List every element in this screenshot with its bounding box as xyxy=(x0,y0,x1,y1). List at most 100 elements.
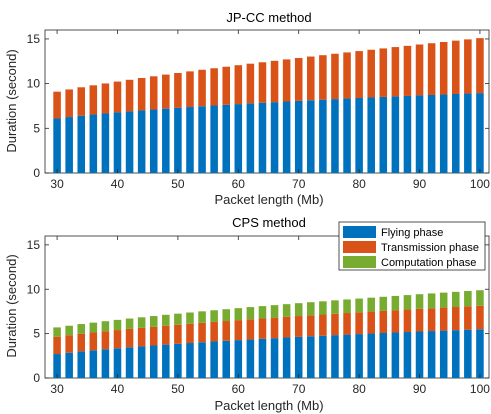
bar-flying-phase xyxy=(101,113,110,173)
bar-computation-phase xyxy=(439,292,448,308)
bar-computation-phase xyxy=(162,314,170,326)
legend-swatch-flying xyxy=(343,226,376,238)
bar-transmission-phase xyxy=(53,336,61,355)
bar-transmission-phase xyxy=(149,326,158,346)
bar-computation-phase xyxy=(246,307,255,320)
bar-flying-phase xyxy=(246,339,255,378)
bar-transmission-phase xyxy=(234,320,243,341)
bar-flying-phase xyxy=(246,103,255,173)
bar-flying-phase xyxy=(355,334,363,378)
bar-transmission-phase xyxy=(294,316,303,337)
y-tick-label: 5 xyxy=(33,327,40,341)
legend-label-transmission: Transmission phase xyxy=(381,242,479,254)
bar-flying-phase xyxy=(186,343,194,378)
bar-flying-phase xyxy=(379,333,388,378)
bar-transmission-phase xyxy=(319,55,327,100)
x-tick-label: 80 xyxy=(352,177,366,191)
bar-transmission-phase xyxy=(307,315,315,337)
bar-flying-phase xyxy=(89,350,98,378)
bar-transmission-phase xyxy=(464,39,472,94)
bar-transmission-phase xyxy=(89,332,98,351)
bar-transmission-phase xyxy=(379,310,388,333)
bar-flying-phase xyxy=(89,114,98,173)
bar-flying-phase xyxy=(125,347,134,378)
bar-flying-phase xyxy=(222,340,230,378)
bar-flying-phase xyxy=(186,107,194,173)
bar-transmission-phase xyxy=(149,76,158,110)
bar-transmission-phase xyxy=(319,314,327,336)
bar-computation-phase xyxy=(343,299,351,314)
bar-transmission-phase xyxy=(270,317,279,339)
bar-transmission-phase xyxy=(77,333,86,352)
bar-transmission-phase xyxy=(331,313,339,336)
bar-computation-phase xyxy=(174,313,182,325)
y-tick-label: 0 xyxy=(33,371,40,385)
bar-flying-phase xyxy=(198,106,206,173)
x-tick-label: 90 xyxy=(413,177,427,191)
x-tick-label: 80 xyxy=(352,382,366,396)
bar-flying-phase xyxy=(149,109,158,173)
bar-transmission-phase xyxy=(210,68,218,106)
bar-transmission-phase xyxy=(174,324,182,344)
chart-title: CPS method xyxy=(232,215,306,230)
bar-transmission-phase xyxy=(65,335,73,353)
bar-flying-phase xyxy=(113,112,122,173)
bar-computation-phase xyxy=(391,295,400,311)
bar-computation-phase xyxy=(149,316,158,327)
bar-flying-phase xyxy=(101,349,110,378)
bar-computation-phase xyxy=(77,324,86,334)
bar-transmission-phase xyxy=(439,307,448,331)
bar-transmission-phase xyxy=(343,313,351,335)
bar-transmission-phase xyxy=(113,330,122,349)
bar-flying-phase xyxy=(65,352,73,378)
bar-transmission-phase xyxy=(186,71,194,108)
bar-flying-phase xyxy=(174,343,182,378)
x-tick-label: 70 xyxy=(292,177,306,191)
bar-computation-phase xyxy=(476,290,484,306)
y-tick-label: 15 xyxy=(27,32,41,46)
bar-flying-phase xyxy=(307,100,315,173)
bar-transmission-phase xyxy=(270,60,279,103)
bar-computation-phase xyxy=(258,306,267,319)
bar-transmission-phase xyxy=(379,48,388,97)
bar-flying-phase xyxy=(391,332,400,378)
bar-flying-phase xyxy=(149,345,158,378)
bar-transmission-phase xyxy=(258,62,267,103)
bar-transmission-phase xyxy=(439,41,448,95)
bar-flying-phase xyxy=(415,95,424,173)
bar-transmission-phase xyxy=(246,319,255,340)
bar-flying-phase xyxy=(258,102,267,173)
bar-flying-phase xyxy=(77,351,86,379)
bar-transmission-phase xyxy=(415,44,424,96)
bar-transmission-phase xyxy=(174,72,182,108)
bar-transmission-phase xyxy=(65,89,73,118)
bar-transmission-phase xyxy=(222,66,230,105)
bar-transmission-phase xyxy=(186,323,194,344)
bar-flying-phase xyxy=(294,100,303,173)
bar-transmission-phase xyxy=(391,47,400,97)
bar-transmission-phase xyxy=(53,91,61,119)
bar-computation-phase xyxy=(198,311,206,323)
bar-flying-phase xyxy=(234,340,243,378)
bar-flying-phase xyxy=(210,341,218,378)
bar-transmission-phase xyxy=(137,327,146,347)
bar-computation-phase xyxy=(379,296,388,311)
bar-computation-phase xyxy=(319,301,327,315)
cps-chart: CPS method 30 40 50 60 70 80 90 100 0 5 10 15 Pack… xyxy=(4,215,490,413)
bar-flying-phase xyxy=(162,108,170,173)
bar-computation-phase xyxy=(53,327,61,337)
bar-flying-phase xyxy=(403,332,412,378)
x-tick-label: 30 xyxy=(50,177,64,191)
y-axis-label: Duration (second) xyxy=(4,49,19,152)
bar-transmission-phase xyxy=(77,87,86,116)
bar-flying-phase xyxy=(439,94,448,173)
bar-flying-phase xyxy=(476,329,484,378)
bar-flying-phase xyxy=(367,333,375,378)
x-axis-label: Packet length (Mb) xyxy=(214,398,323,413)
x-tick-label: 90 xyxy=(413,382,427,396)
bar-flying-phase xyxy=(355,98,363,173)
bar-computation-phase xyxy=(403,295,412,310)
legend: Flying phase Transmission phase Computat… xyxy=(338,221,486,271)
bar-computation-phase xyxy=(101,321,110,332)
bar-flying-phase xyxy=(331,99,339,173)
